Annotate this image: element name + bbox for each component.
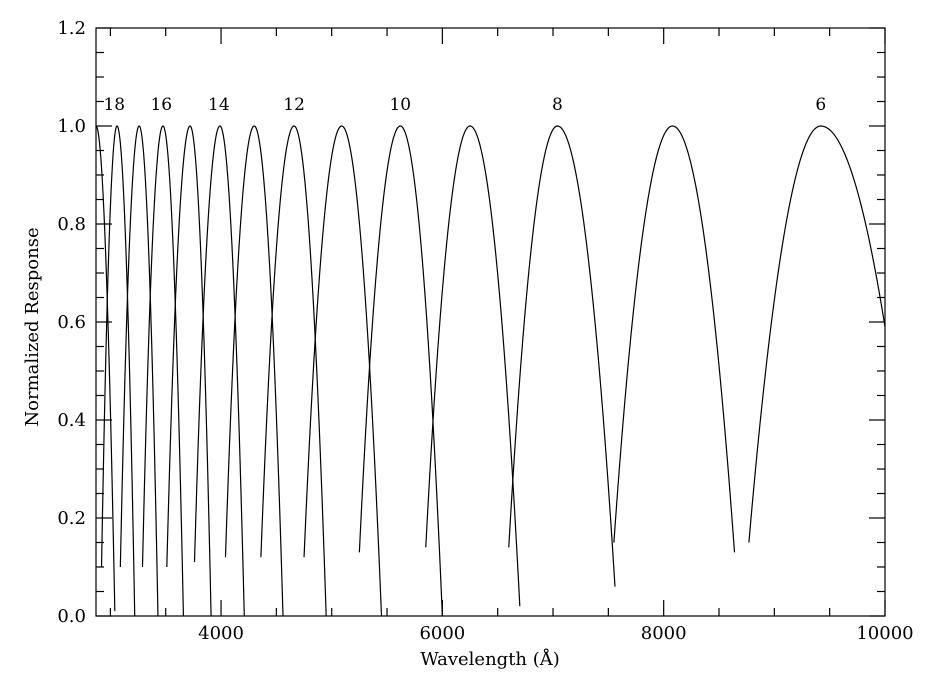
x-tick-label: 4000 [198,623,244,644]
response-curve-13 [613,125,736,553]
order-label-12: 12 [283,95,305,115]
order-label-14: 14 [208,95,230,115]
order-label-10: 10 [389,95,411,115]
y-tick-label: 0.8 [57,214,86,235]
tick-labels-group: 4000 6000 8000 10000 0.0 0.2 0.4 0.6 0.8 1.0 1.2 [57,18,913,644]
response-curve-8 [260,125,327,617]
order-labels-group: 18 16 14 12 10 8 6 [103,95,826,115]
y-tick-label: 1.0 [57,116,86,137]
response-curve-10 [358,125,443,617]
plot-frame [95,27,886,617]
y-axis-label: Normalized Response [22,227,43,426]
x-axis-label: Wavelength (Å) [420,648,560,670]
response-curve-9 [303,125,383,617]
response-curve-3 [119,125,159,617]
order-label-16: 16 [150,95,172,115]
y-tick-label: 0.4 [57,410,86,431]
x-tick-label: 10000 [856,623,913,644]
response-curve-4 [141,125,185,617]
y-tick-label: 0.0 [57,606,86,627]
y-tick-label: 1.2 [57,18,86,39]
x-tick-label: 8000 [641,623,687,644]
response-curve-11 [425,125,521,607]
response-curve-14 [748,125,886,543]
response-curve-12 [508,125,616,587]
curves-group [95,125,886,617]
response-curve-7 [224,125,284,617]
response-curve-6 [193,125,245,617]
response-curve-1 [95,125,116,612]
y-tick-label: 0.2 [57,508,86,529]
x-tick-label: 6000 [419,623,465,644]
order-label-6: 6 [815,95,826,115]
order-label-8: 8 [552,95,563,115]
y-tick-label: 0.6 [57,312,86,333]
order-label-18: 18 [103,95,125,115]
ticks-group [96,27,886,617]
response-curve-5 [166,125,212,617]
response-curve-2 [100,125,136,617]
